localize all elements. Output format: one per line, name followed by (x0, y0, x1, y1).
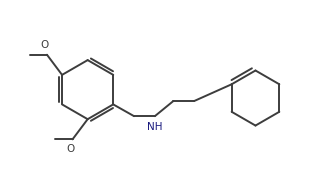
Text: NH: NH (147, 122, 162, 132)
Text: O: O (40, 40, 49, 50)
Text: O: O (66, 144, 74, 154)
